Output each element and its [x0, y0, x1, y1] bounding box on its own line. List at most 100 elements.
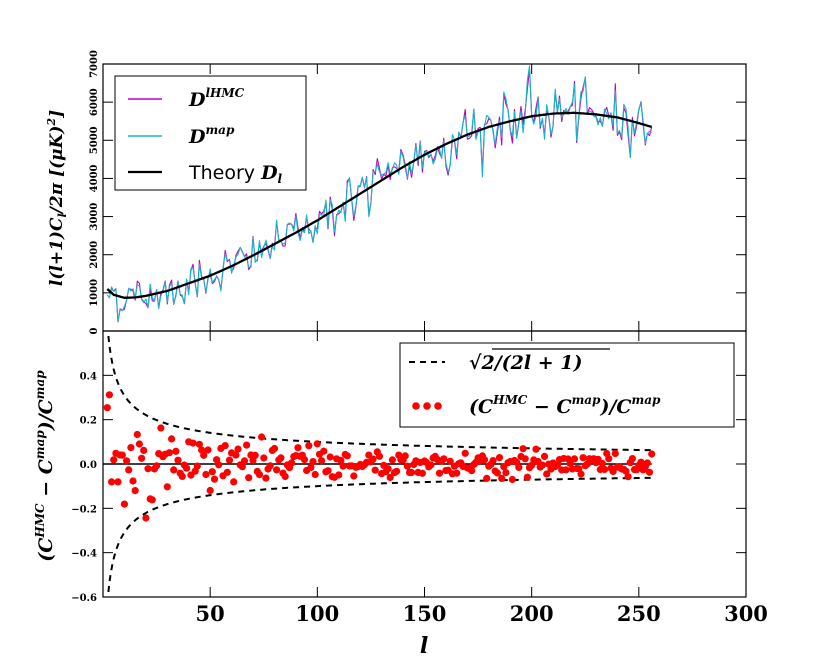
diff-point	[240, 457, 249, 465]
bottom-xtick-label: 300	[724, 601, 768, 626]
diff-point	[148, 496, 156, 504]
diff-point	[313, 440, 321, 448]
bottom-xtick-label: 50	[196, 601, 225, 626]
legend-diff-dot	[434, 402, 442, 410]
diff-point	[200, 451, 208, 459]
diff-point	[386, 473, 394, 482]
bottom-ytick-label: 0.0	[80, 460, 97, 471]
diff-point	[108, 478, 116, 486]
diff-point	[260, 454, 268, 462]
diff-point	[157, 424, 165, 432]
diff-point	[515, 463, 523, 471]
legend-theory-label: Theory Dl	[188, 162, 283, 186]
diff-point	[118, 451, 126, 459]
diff-point	[223, 468, 231, 476]
diff-point	[318, 457, 326, 465]
diff-point	[305, 442, 313, 450]
top-ytick-label: 6000	[89, 88, 100, 116]
diff-point	[369, 455, 377, 463]
bottom-legend-box	[399, 342, 735, 428]
diff-point	[350, 472, 358, 480]
diff-point	[468, 467, 476, 475]
diff-point	[461, 449, 469, 457]
diff-point	[553, 461, 562, 469]
diff-point	[110, 456, 118, 464]
top-ytick-label: 3000	[89, 203, 100, 231]
diff-point	[206, 486, 214, 495]
diff-point	[324, 467, 332, 475]
diff-point	[202, 470, 210, 479]
diff-point	[337, 456, 345, 464]
diff-point	[225, 456, 234, 464]
diff-point	[138, 454, 146, 462]
diff-point	[508, 475, 516, 484]
bottom-series-layer	[103, 335, 656, 593]
diff-point	[221, 442, 229, 450]
diff-point	[245, 474, 253, 482]
diff-point	[262, 474, 270, 482]
diff-point	[435, 469, 444, 477]
diff-point	[543, 470, 551, 478]
diff-point	[600, 465, 609, 473]
diff-point	[371, 466, 379, 474]
diff-point	[483, 474, 491, 482]
diff-point	[562, 466, 570, 474]
diff-point	[343, 452, 351, 460]
top-ytick-label: 7000	[89, 50, 100, 78]
diff-point	[393, 467, 401, 475]
diff-point	[309, 458, 317, 466]
bottom-ytick-label: 0.4	[80, 371, 97, 382]
bottom-ylabel: (CHMC − Cmap)/Cmap	[33, 370, 57, 562]
diff-point	[258, 433, 266, 441]
diff-point	[273, 466, 281, 474]
diff-point	[144, 465, 152, 473]
diff-point	[120, 500, 128, 508]
diff-point	[238, 463, 246, 471]
diff-point	[140, 446, 148, 454]
bottom-plot: −0.6 −0.4 −0.2 0.0 0.2 0.4 50 100 150 200 250 300 (…	[33, 330, 768, 659]
legend-hmc-label: DlHMC	[188, 86, 245, 111]
diff-point	[643, 459, 652, 467]
diff-point	[375, 452, 384, 460]
diff-point	[307, 463, 315, 471]
diff-point	[577, 470, 585, 478]
diff-point	[566, 459, 574, 467]
diff-point	[277, 454, 285, 462]
top-ytick-label: 0	[89, 327, 100, 334]
diff-point	[300, 456, 309, 464]
diff-point	[498, 474, 506, 482]
diff-point	[480, 456, 489, 464]
diff-point	[294, 444, 302, 452]
diff-point	[193, 462, 201, 470]
envelope-lower	[107, 476, 652, 593]
series-theory-line	[106, 111, 653, 299]
diff-point	[178, 472, 186, 480]
top-legend: DlHMC Dmap Theory Dl	[114, 75, 307, 191]
top-plot: 0 1000 2000 3000 4000 5000 6000 7000 l(l+1)Cl/2…	[45, 50, 747, 334]
bottom-ticks: −0.6 −0.4 −0.2 0.0 0.2 0.4 50 100 150 200 250 300	[71, 331, 768, 626]
diff-point	[521, 455, 529, 463]
diff-point	[611, 449, 619, 458]
diff-point	[251, 451, 259, 459]
diff-point	[326, 453, 334, 461]
diff-point	[215, 461, 223, 469]
top-ytick-label: 2000	[89, 241, 100, 269]
diff-point	[403, 462, 411, 470]
bottom-xtick-label: 100	[295, 601, 339, 626]
diff-point	[418, 469, 426, 477]
diff-point	[123, 457, 131, 465]
diff-point	[168, 435, 176, 443]
diff-point	[401, 452, 409, 460]
diff-point	[339, 462, 347, 470]
diff-point	[622, 467, 630, 475]
diff-point	[311, 470, 319, 479]
legend-diff-dot	[412, 402, 420, 410]
diff-point	[165, 449, 173, 457]
diff-point	[174, 456, 182, 464]
bottom-xlabel: l	[420, 633, 428, 659]
diff-point	[153, 462, 161, 470]
diff-point	[519, 445, 527, 453]
diff-point	[532, 445, 540, 453]
diff-point	[384, 465, 392, 473]
